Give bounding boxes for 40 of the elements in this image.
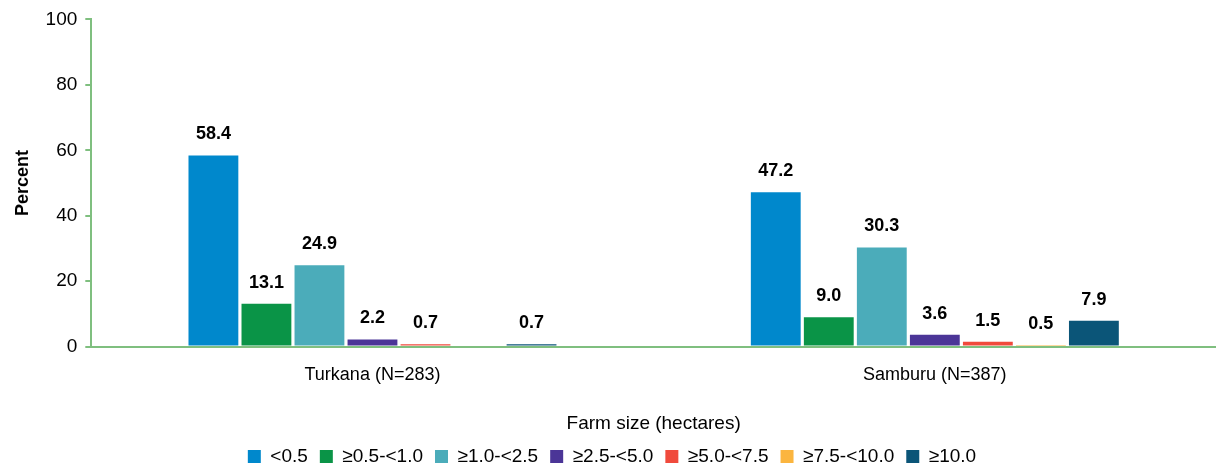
x-axis-title: Farm size (hectares) <box>566 411 741 433</box>
legend-label: ≥0.5-<1.0 <box>342 444 424 466</box>
bar <box>750 192 801 346</box>
bar <box>856 247 907 346</box>
x-tick-label: Samburu (N=387) <box>863 364 1007 385</box>
y-tick-label: 80 <box>56 73 78 95</box>
data-label: 58.4 <box>195 123 231 144</box>
legend-label: ≥1.0-<2.5 <box>457 444 539 466</box>
bar <box>241 303 292 346</box>
data-label: 3.6 <box>922 302 948 323</box>
legend-label: <0.5 <box>270 444 308 466</box>
y-axis-title: Percent <box>11 149 32 217</box>
data-label: 13.1 <box>248 271 284 292</box>
y-tick-label: 100 <box>45 7 78 29</box>
data-label: 0.5 <box>1028 312 1054 333</box>
data-label: 7.9 <box>1081 288 1107 309</box>
legend-label: ≥10.0 <box>928 444 977 466</box>
y-tick-label: 20 <box>56 269 78 291</box>
bar <box>294 265 345 346</box>
y-tick-label: 40 <box>56 203 78 225</box>
bar <box>347 339 398 346</box>
data-label: 9.0 <box>816 285 842 306</box>
data-label: 0.7 <box>412 312 439 333</box>
bar <box>188 155 239 346</box>
legend-label: ≥2.5-<5.0 <box>572 444 654 466</box>
data-label: 1.5 <box>975 309 1001 330</box>
bar <box>803 317 854 346</box>
y-tick-label: 60 <box>56 138 78 160</box>
data-label: 2.2 <box>359 307 385 328</box>
data-label: 24.9 <box>301 233 337 254</box>
bar <box>1068 320 1119 346</box>
x-tick-label: Turkana (N=283) <box>304 364 441 385</box>
data-label: 30.3 <box>864 215 900 236</box>
data-label: 47.2 <box>758 160 794 181</box>
legend-label: ≥5.0-<7.5 <box>687 444 769 466</box>
y-tick-label: 0 <box>66 334 78 356</box>
bar <box>909 334 960 346</box>
bar <box>962 341 1013 346</box>
data-label: 0.7 <box>519 312 545 333</box>
legend-label: ≥7.5-<10.0 <box>803 444 895 466</box>
